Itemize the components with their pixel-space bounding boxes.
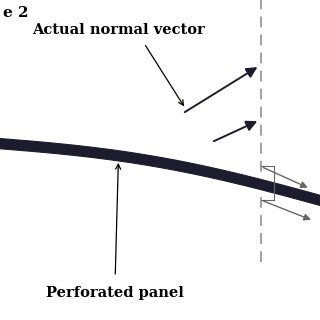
Text: e 2: e 2 [3, 6, 29, 20]
Text: Perforated panel: Perforated panel [46, 286, 184, 300]
Text: Actual normal vector: Actual normal vector [32, 23, 205, 37]
